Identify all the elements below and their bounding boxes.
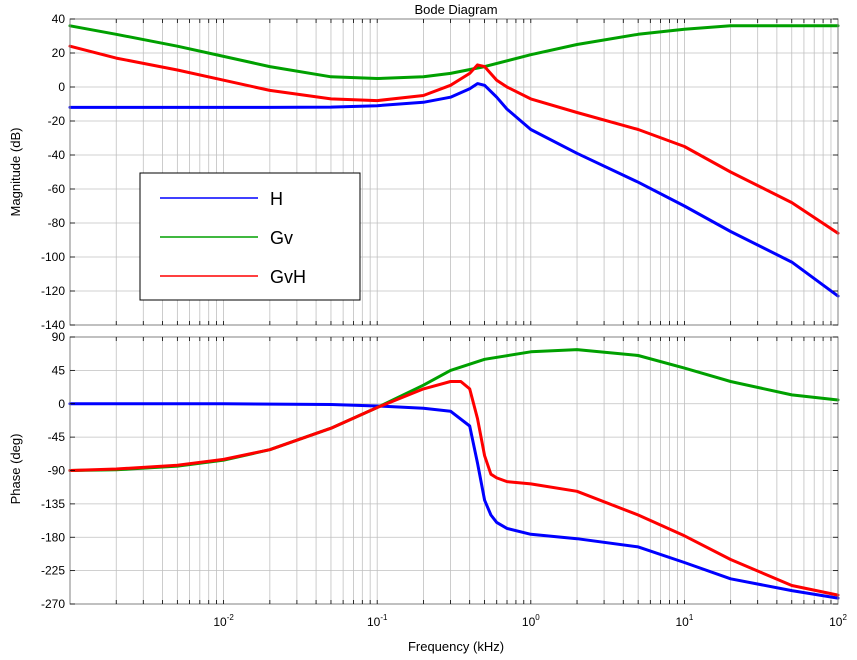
series-layer [68, 24, 840, 600]
x-tick-base: 10 [829, 615, 843, 629]
magnitude-series-h [68, 82, 840, 298]
magnitude-y-tick-label: -60 [48, 182, 66, 196]
x-axis-label: Frequency (kHz) [408, 639, 504, 654]
legend-label-gvh: GvH [270, 267, 306, 287]
phase-y-tick-label: 45 [52, 363, 66, 377]
x-tick-exponent: -2 [227, 613, 235, 622]
magnitude-y-tick-label: -80 [48, 216, 66, 230]
grid-layer [70, 19, 838, 604]
phase-y-tick-label: -90 [48, 464, 66, 478]
x-tick-exponent: 1 [689, 613, 694, 622]
magnitude-y-tick-label: 20 [52, 46, 66, 60]
phase-y-tick-label: -45 [48, 430, 66, 444]
x-tick-exponent: -1 [380, 613, 388, 622]
legend-label-h: H [270, 189, 283, 209]
phase-y-tick-label: -225 [41, 564, 65, 578]
phase-series-gvh [68, 380, 840, 597]
magnitude-y-tick-label: 0 [58, 80, 65, 94]
phase-x-tick-label: 10-2 [213, 613, 234, 629]
magnitude-y-tick-label: -100 [41, 250, 65, 264]
x-tick-base: 10 [522, 615, 536, 629]
legend: H Gv GvH [139, 172, 361, 301]
ticks-layer: 40200-20-40-60-80-100-120-14090450-45-90… [41, 12, 847, 629]
phase-x-tick-label: 10-1 [367, 613, 388, 629]
phase-x-tick-label: 102 [829, 613, 847, 629]
x-tick-base: 10 [213, 615, 227, 629]
x-tick-exponent: 0 [535, 613, 540, 622]
phase-y-tick-label: 0 [58, 397, 65, 411]
phase-y-tick-label: 90 [52, 330, 66, 344]
magnitude-axes-frame [69, 18, 839, 326]
magnitude-series-gvh [68, 44, 840, 235]
phase-y-tick-label: -180 [41, 530, 65, 544]
chart-title: Bode Diagram [414, 2, 497, 17]
x-tick-base: 10 [675, 615, 689, 629]
phase-x-tick-label: 101 [675, 613, 693, 629]
magnitude-y-axis-label: Magnitude (dB) [8, 128, 23, 217]
phase-x-tick-label: 100 [522, 613, 540, 629]
magnitude-y-tick-label: -140 [41, 318, 65, 332]
magnitude-y-tick-label: -20 [48, 114, 66, 128]
phase-y-tick-label: -270 [41, 597, 65, 611]
phase-y-tick-label: -135 [41, 497, 65, 511]
magnitude-y-tick-label: 40 [52, 12, 66, 26]
legend-label-gv: Gv [270, 228, 293, 248]
magnitude-y-tick-label: -40 [48, 148, 66, 162]
magnitude-series-gv [68, 24, 840, 80]
x-tick-base: 10 [367, 615, 381, 629]
magnitude-y-tick-label: -120 [41, 284, 65, 298]
x-tick-exponent: 2 [842, 613, 847, 622]
phase-y-axis-label: Phase (deg) [8, 434, 23, 505]
